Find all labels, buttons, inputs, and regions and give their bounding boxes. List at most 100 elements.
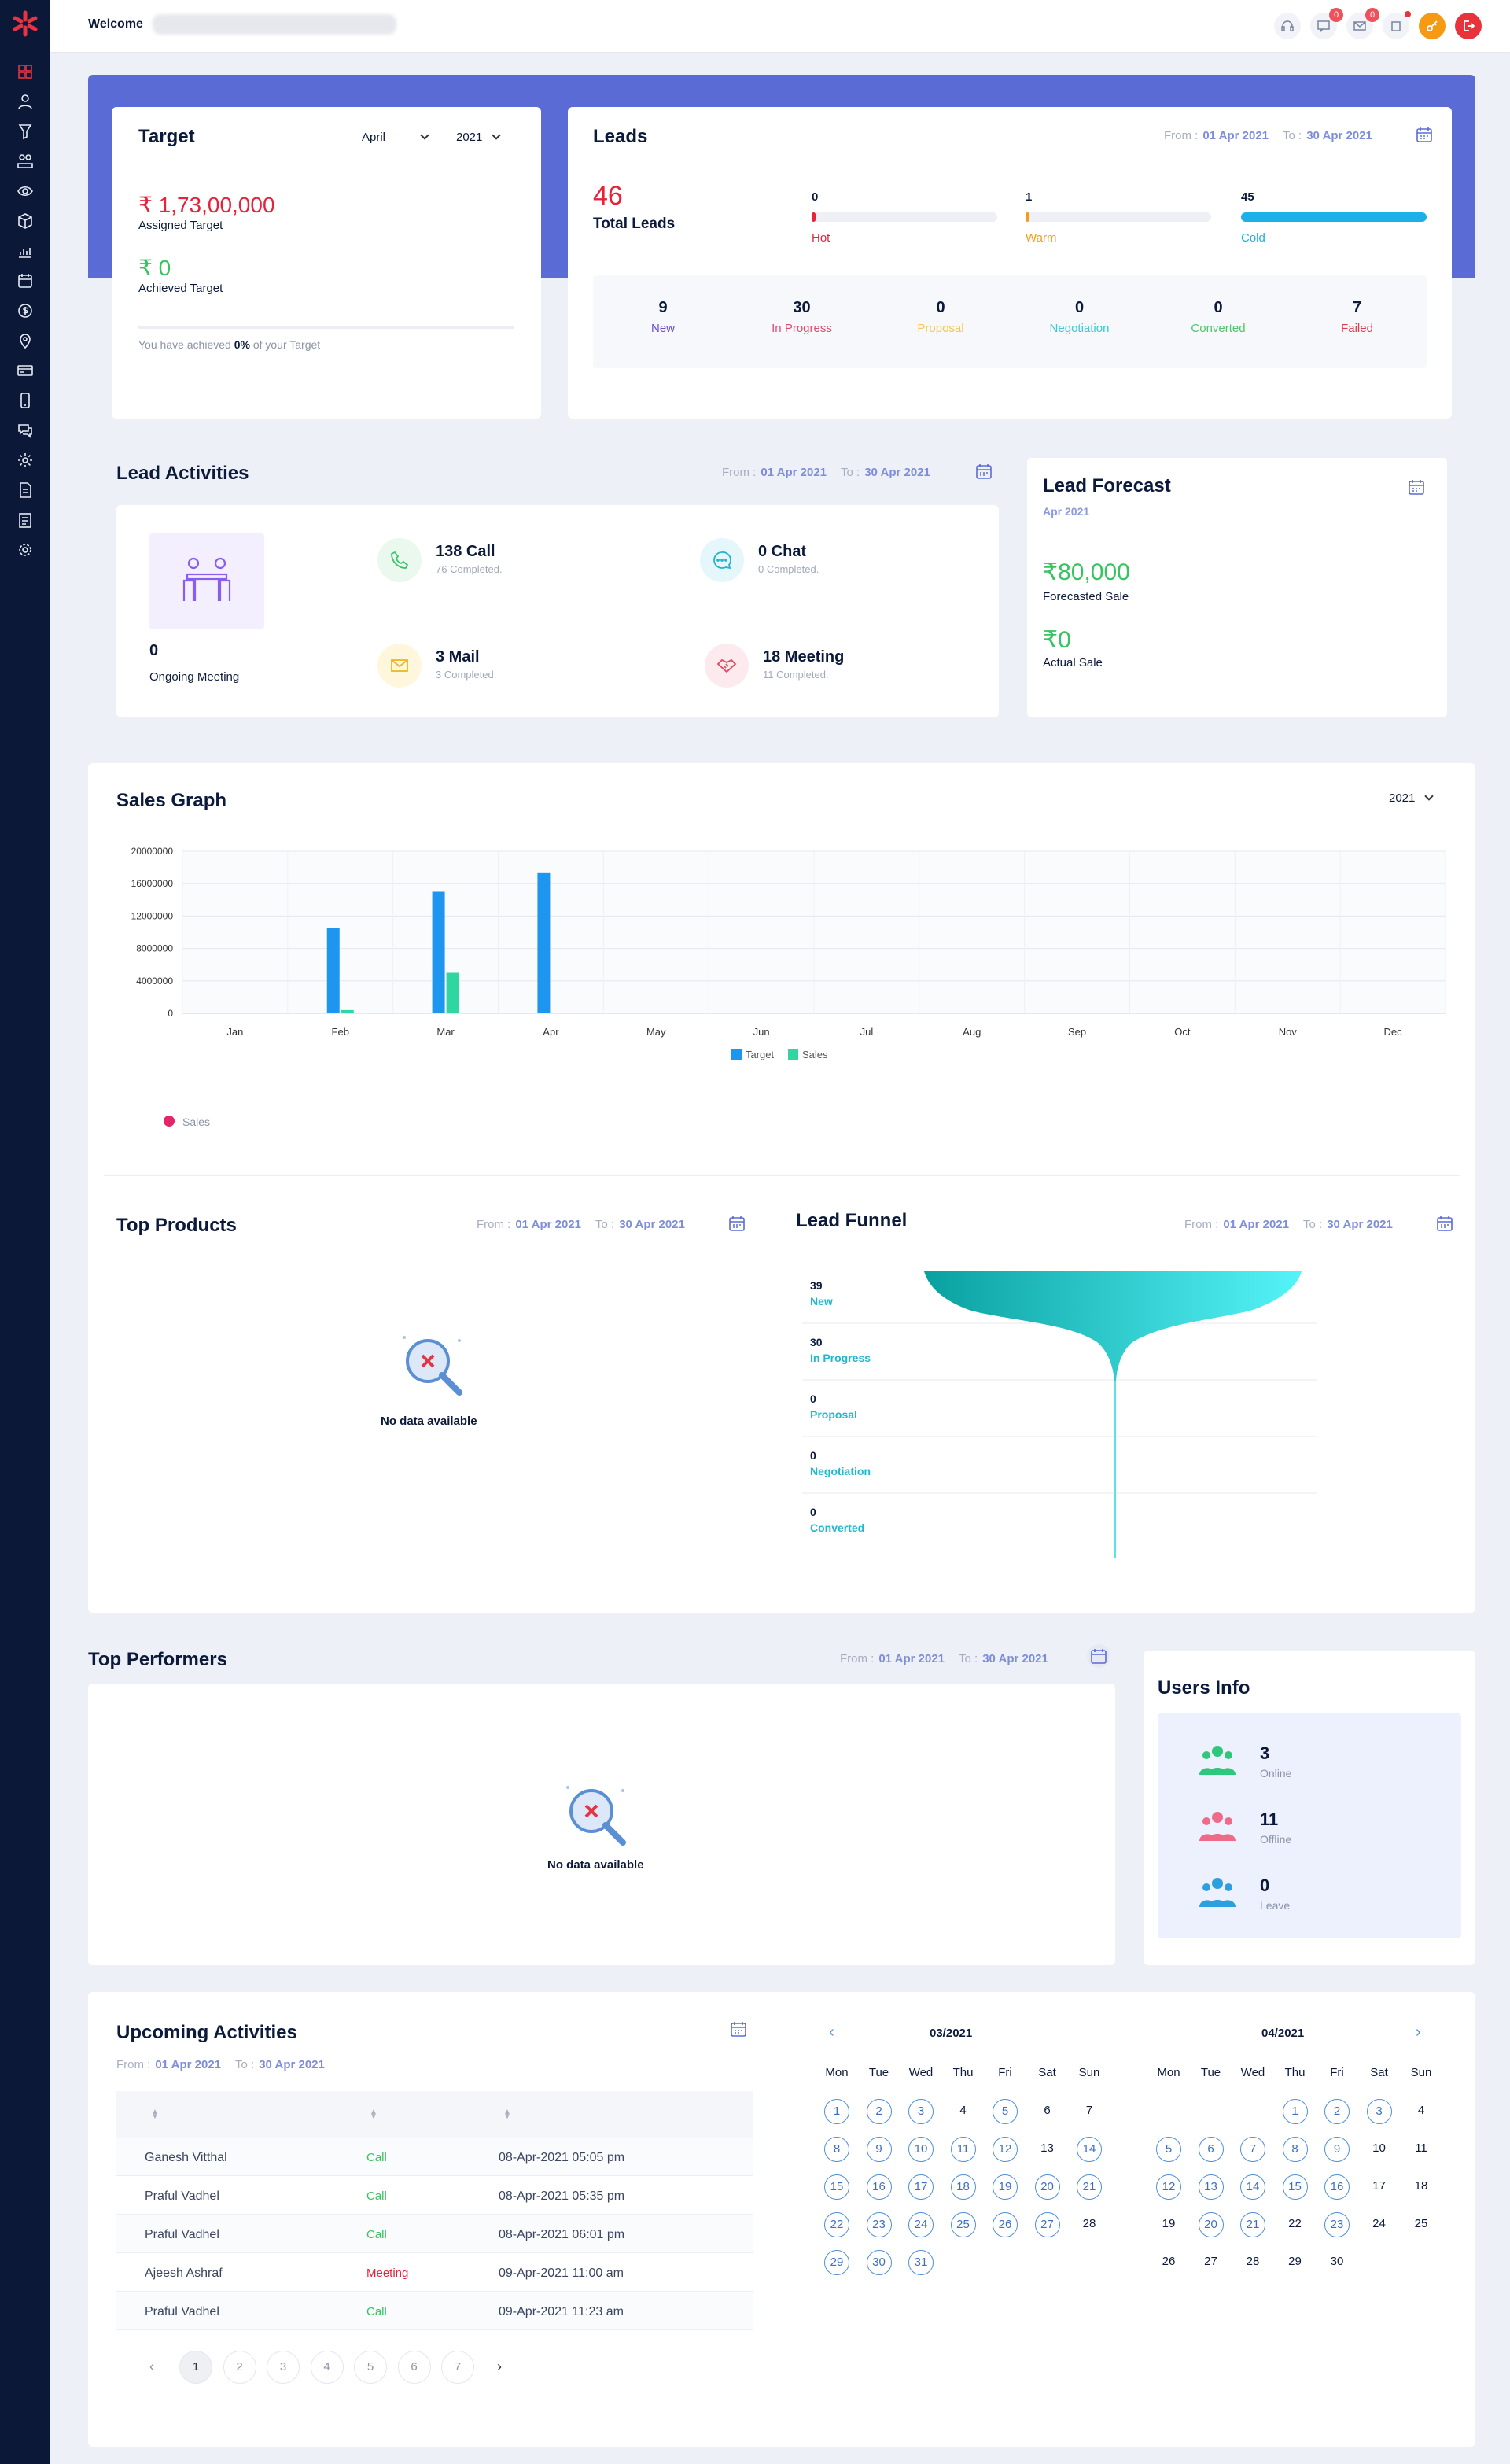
calendar-icon[interactable]	[1436, 1215, 1453, 1232]
month-select[interactable]: April	[362, 131, 429, 144]
calendar-day[interactable]: 25	[950, 2212, 976, 2237]
calendar-day[interactable]: 27	[1204, 2255, 1217, 2268]
gear-icon[interactable]	[17, 541, 34, 559]
dashboard-icon[interactable]	[17, 63, 34, 80]
calendar-day[interactable]: 1	[1282, 2099, 1308, 2124]
calendar-day[interactable]: 14	[1077, 2137, 1102, 2162]
calendar-day[interactable]: 3	[1366, 2099, 1392, 2124]
calendar-day[interactable]: 3	[908, 2099, 934, 2124]
calendar-menu-icon[interactable]	[17, 272, 34, 290]
calendar-day[interactable]: 6	[1044, 2104, 1051, 2117]
pager-page[interactable]: 1	[179, 2351, 212, 2384]
card-icon[interactable]	[17, 362, 34, 379]
pager-page[interactable]: 5	[354, 2351, 387, 2384]
calendar-day[interactable]: 27	[1034, 2212, 1060, 2237]
headset-icon[interactable]	[1274, 13, 1301, 39]
location-icon[interactable]	[17, 332, 34, 349]
calendar-day[interactable]: 28	[1082, 2217, 1096, 2230]
calendar-day[interactable]: 12	[1156, 2174, 1181, 2200]
table-row[interactable]: Praful Vadhel Call 08-Apr-2021 05:35 pm	[116, 2177, 753, 2215]
calendar-day[interactable]: 29	[824, 2250, 849, 2275]
calendar-day[interactable]: 19	[1162, 2217, 1176, 2230]
user-icon[interactable]	[17, 93, 34, 110]
calendar-day[interactable]: 7	[1240, 2137, 1265, 2162]
calendar-icon[interactable]	[728, 1215, 746, 1232]
calendar-day[interactable]: 23	[1324, 2212, 1350, 2237]
calendar-icon[interactable]	[1087, 1644, 1110, 1668]
legend-label[interactable]: Sales	[802, 1049, 828, 1060]
calendar-day[interactable]: 29	[1288, 2255, 1302, 2268]
sort-type-icon[interactable]: ▲ ▼	[370, 2108, 378, 2121]
team-icon[interactable]	[17, 153, 34, 170]
calendar-day[interactable]: 17	[1372, 2179, 1386, 2193]
calendar-day[interactable]: 15	[824, 2174, 849, 2200]
chat-menu-icon[interactable]	[17, 422, 34, 439]
calendar-day[interactable]: 5	[1156, 2137, 1181, 2162]
calendar-day[interactable]: 10	[1372, 2141, 1386, 2155]
lead-stage-item[interactable]: 30 In Progress	[735, 299, 869, 335]
settings-cube-icon[interactable]	[17, 452, 34, 469]
key-icon[interactable]	[1419, 13, 1446, 39]
calendar-day[interactable]: 11	[1415, 2141, 1427, 2155]
calendar-day[interactable]: 9	[1324, 2137, 1350, 2162]
calendar-day[interactable]: 4	[1417, 2104, 1425, 2117]
lead-stage-item[interactable]: 7 Failed	[1291, 299, 1424, 335]
calendar-day[interactable]: 24	[908, 2212, 934, 2237]
calendar-day[interactable]: 4	[959, 2104, 967, 2117]
bar-sales[interactable]	[446, 972, 459, 1014]
pager-page[interactable]: 4	[310, 2351, 344, 2384]
logout-icon[interactable]	[1455, 13, 1482, 39]
pager-prev-icon[interactable]: ‹	[149, 2359, 154, 2374]
calendar-day[interactable]: 22	[824, 2212, 849, 2237]
calendar-day[interactable]: 31	[908, 2250, 934, 2275]
bar-sales[interactable]	[341, 1009, 354, 1013]
calendar-day[interactable]: 18	[1414, 2179, 1428, 2193]
mail-icon[interactable]: 0	[1346, 8, 1379, 39]
calendar-day[interactable]: 11	[950, 2137, 976, 2162]
calendar-day[interactable]: 2	[866, 2099, 892, 2124]
calendar-day[interactable]: 24	[1372, 2217, 1386, 2230]
sort-name-icon[interactable]: ▲ ▼	[151, 2108, 159, 2121]
table-row[interactable]: Ganesh Vitthal Call 08-Apr-2021 05:05 pm	[116, 2138, 753, 2176]
calendar-day[interactable]: 20	[1198, 2212, 1224, 2237]
view-icon[interactable]	[17, 183, 34, 200]
calendar-day[interactable]: 12	[993, 2137, 1018, 2162]
calendar-day[interactable]: 13	[1198, 2174, 1224, 2200]
calendar-day[interactable]: 21	[1077, 2174, 1102, 2200]
calendar-day[interactable]: 15	[1282, 2174, 1308, 2200]
calendar-day[interactable]: 21	[1240, 2212, 1265, 2237]
calendar-day[interactable]: 26	[1162, 2255, 1176, 2268]
finance-icon[interactable]	[17, 302, 34, 319]
calendar-next-icon[interactable]: ›	[1416, 2023, 1421, 2041]
pager-next-icon[interactable]: ›	[497, 2359, 502, 2374]
calendar-day[interactable]: 9	[866, 2137, 892, 2162]
calendar-day[interactable]: 19	[993, 2174, 1018, 2200]
calendar-day[interactable]: 1	[824, 2099, 849, 2124]
calendar-day[interactable]: 28	[1246, 2255, 1260, 2268]
calendar-day[interactable]: 25	[1414, 2217, 1428, 2230]
calendar-day[interactable]: 6	[1198, 2137, 1224, 2162]
year-select[interactable]: 2021	[456, 131, 502, 144]
sales-year-select[interactable]: 2021	[1389, 791, 1434, 805]
calendar-icon[interactable]	[1408, 478, 1425, 496]
pager-page[interactable]: 6	[397, 2351, 431, 2384]
message-icon[interactable]: 0	[1310, 8, 1343, 39]
leads-icon[interactable]	[17, 123, 34, 140]
table-row[interactable]: Praful Vadhel Call 09-Apr-2021 11:23 am	[116, 2292, 753, 2330]
pager-page[interactable]: 2	[223, 2351, 256, 2384]
bar-target[interactable]	[326, 928, 340, 1013]
calendar-day[interactable]: 13	[1040, 2141, 1054, 2155]
calendar-day[interactable]: 7	[1085, 2104, 1093, 2117]
calendar-day[interactable]: 26	[993, 2212, 1018, 2237]
calendar-day[interactable]: 23	[866, 2212, 892, 2237]
calendar-icon[interactable]	[730, 2020, 747, 2038]
calendar-day[interactable]: 16	[1324, 2174, 1350, 2200]
calendar-day[interactable]: 30	[1330, 2255, 1344, 2268]
mobile-icon[interactable]	[17, 392, 34, 409]
calendar-prev-icon[interactable]: ‹	[829, 2023, 834, 2041]
calendar-icon[interactable]	[975, 463, 993, 480]
notes-icon[interactable]	[17, 511, 34, 529]
calendar-day[interactable]: 17	[908, 2174, 934, 2200]
calendar-day[interactable]: 18	[950, 2174, 976, 2200]
pager-page[interactable]: 3	[267, 2351, 300, 2384]
